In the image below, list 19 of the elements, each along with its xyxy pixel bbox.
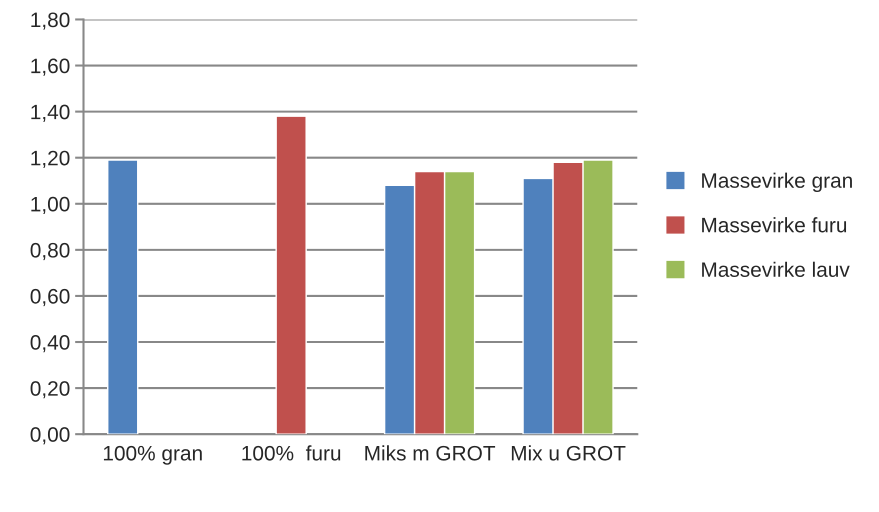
legend-label: Massevirke gran xyxy=(702,172,852,192)
y-tick-label: 0,60 xyxy=(30,288,70,306)
x-tick-label: Miks m GROT xyxy=(365,445,496,461)
y-tick-label: 0,00 xyxy=(30,427,70,444)
x-tick-label: Mix u GROT xyxy=(512,445,626,461)
y-tick-label: 1,60 xyxy=(31,58,70,76)
y-tick-label: 1,20 xyxy=(31,150,70,168)
y-tick-label: 1,80 xyxy=(31,12,70,30)
bar xyxy=(275,116,307,434)
legend-label: Massevirke lauv xyxy=(702,262,850,277)
y-tick-label: 0,40 xyxy=(30,335,70,352)
x-tick-label: 100% gran xyxy=(104,446,202,465)
x-tick-label: 100% furu xyxy=(242,445,340,461)
y-tick-label: 0,20 xyxy=(30,381,70,398)
legend-label: Massevirke furu xyxy=(702,217,846,232)
bar xyxy=(107,159,138,434)
y-tick-label: 0,80 xyxy=(30,242,70,260)
y-tick-label: 1,00 xyxy=(31,196,70,214)
y-tick-label: 1,40 xyxy=(31,104,70,122)
